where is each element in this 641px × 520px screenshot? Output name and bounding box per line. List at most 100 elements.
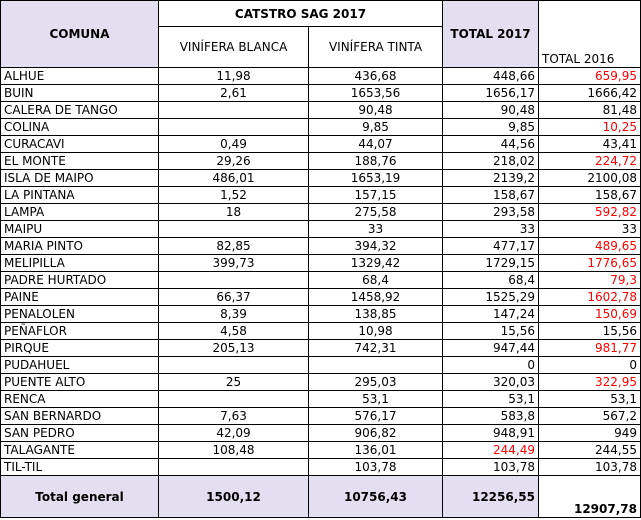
data-row: PAINE 66,37 1458,92 1525,29 1602,78 <box>0 288 641 306</box>
value-cell: 0,49 <box>158 135 309 153</box>
value-cell: 436,68 <box>308 67 443 85</box>
value-cell: 8,39 <box>158 305 309 323</box>
comuna-cell: RENCA <box>0 390 159 408</box>
data-row: TALAGANTE 108,48 136,01 244,49 244,55 <box>0 441 641 459</box>
comuna-cell: TALAGANTE <box>0 441 159 459</box>
data-row: PEÑAFLOR 4,58 10,98 15,56 15,56 <box>0 322 641 340</box>
value-cell: 103,78 <box>308 458 443 476</box>
value-cell: 2139,2 <box>442 169 539 187</box>
value-cell: 567,2 <box>538 407 641 425</box>
header-cell: TOTAL 2016 <box>538 0 641 68</box>
comuna-cell: PENALOLEN <box>0 305 159 323</box>
comuna-cell: PEÑAFLOR <box>0 322 159 340</box>
comuna-cell: CALERA DE TANGO <box>0 101 159 119</box>
value-cell: 10,25 <box>538 118 641 136</box>
header-cell: VINÍFERA TINTA <box>308 26 443 68</box>
comuna-cell: EL MONTE <box>0 152 159 170</box>
value-cell: 53,1 <box>538 390 641 408</box>
value-cell: 322,95 <box>538 373 641 391</box>
value-cell: 394,32 <box>308 237 443 255</box>
value-cell <box>308 356 443 374</box>
value-cell: 399,73 <box>158 254 309 272</box>
data-row: SAN BERNARDO 7,63 576,17 583,8 567,2 <box>0 407 641 425</box>
value-cell: 158,67 <box>538 186 641 204</box>
value-cell: 79,3 <box>538 271 641 289</box>
value-cell <box>158 101 309 119</box>
value-cell: 576,17 <box>308 407 443 425</box>
comuna-cell: PUENTE ALTO <box>0 373 159 391</box>
value-cell: 218,02 <box>442 152 539 170</box>
data-row: CURACAVI 0,49 44,07 44,56 43,41 <box>0 135 641 153</box>
data-row: CALERA DE TANGO 90,48 90,48 81,48 <box>0 101 641 119</box>
comuna-cell: SAN BERNARDO <box>0 407 159 425</box>
value-cell: 1653,19 <box>308 169 443 187</box>
data-row: PENALOLEN 8,39 138,85 147,24 150,69 <box>0 305 641 323</box>
value-cell: 1,52 <box>158 186 309 204</box>
comuna-cell: PADRE HURTADO <box>0 271 159 289</box>
value-cell: 592,82 <box>538 203 641 221</box>
data-row: BUIN 2,61 1653,56 1656,17 1666,42 <box>0 84 641 102</box>
value-cell: 90,48 <box>442 101 539 119</box>
value-cell: 293,58 <box>442 203 539 221</box>
value-cell <box>158 356 309 374</box>
value-cell: 68,4 <box>308 271 443 289</box>
value-cell: 981,77 <box>538 339 641 357</box>
value-cell: 136,01 <box>308 441 443 459</box>
comuna-cell: SAN PEDRO <box>0 424 159 442</box>
total-cell: 10756,43 <box>308 475 443 518</box>
comuna-cell: COLINA <box>0 118 159 136</box>
total-cell: 12907,78 <box>538 475 641 518</box>
value-cell: 10,98 <box>308 322 443 340</box>
header-cell: COMUNA <box>0 0 159 68</box>
value-cell: 947,44 <box>442 339 539 357</box>
value-cell: 11,98 <box>158 67 309 85</box>
data-row: COLINA 9,85 9,85 10,25 <box>0 118 641 136</box>
comuna-cell: ALHUE <box>0 67 159 85</box>
value-cell: 53,1 <box>442 390 539 408</box>
header-cell: CATSTRO SAG 2017 <box>158 0 443 27</box>
comuna-cell: LAMPA <box>0 203 159 221</box>
value-cell: 147,24 <box>442 305 539 323</box>
value-cell: 906,82 <box>308 424 443 442</box>
total-cell: 12256,55 <box>442 475 539 518</box>
comuna-cell: MARIA PINTO <box>0 237 159 255</box>
value-cell: 4,58 <box>158 322 309 340</box>
comuna-cell: LA PINTANA <box>0 186 159 204</box>
value-cell: 66,37 <box>158 288 309 306</box>
value-cell: 1329,42 <box>308 254 443 272</box>
total-cell: Total general <box>0 475 159 518</box>
data-row: PUDAHUEL 0 0 <box>0 356 641 374</box>
value-cell: 9,85 <box>442 118 539 136</box>
value-cell: 1729,15 <box>442 254 539 272</box>
value-cell: 2100,08 <box>538 169 641 187</box>
value-cell: 477,17 <box>442 237 539 255</box>
comuna-cell: PAINE <box>0 288 159 306</box>
value-cell: 68,4 <box>442 271 539 289</box>
comuna-cell: MAIPU <box>0 220 159 238</box>
value-cell: 33 <box>442 220 539 238</box>
data-row: LAMPA 18 275,58 293,58 592,82 <box>0 203 641 221</box>
value-cell: 320,03 <box>442 373 539 391</box>
value-cell: 81,48 <box>538 101 641 119</box>
value-cell: 42,09 <box>158 424 309 442</box>
comuna-cell: TIL-TIL <box>0 458 159 476</box>
value-cell: 1666,42 <box>538 84 641 102</box>
data-row: PADRE HURTADO 68,4 68,4 79,3 <box>0 271 641 289</box>
value-cell: 0 <box>442 356 539 374</box>
comuna-cell: CURACAVI <box>0 135 159 153</box>
value-cell: 486,01 <box>158 169 309 187</box>
value-cell: 224,72 <box>538 152 641 170</box>
value-cell: 15,56 <box>538 322 641 340</box>
header-cell: VINÍFERA BLANCA <box>158 26 309 68</box>
data-row: PIRQUE 205,13 742,31 947,44 981,77 <box>0 339 641 357</box>
value-cell: 33 <box>308 220 443 238</box>
value-cell: 103,78 <box>442 458 539 476</box>
header-cell: TOTAL 2017 <box>442 0 539 68</box>
value-cell: 659,95 <box>538 67 641 85</box>
value-cell: 150,69 <box>538 305 641 323</box>
value-cell <box>158 458 309 476</box>
value-cell: 742,31 <box>308 339 443 357</box>
value-cell: 1776,65 <box>538 254 641 272</box>
value-cell: 9,85 <box>308 118 443 136</box>
